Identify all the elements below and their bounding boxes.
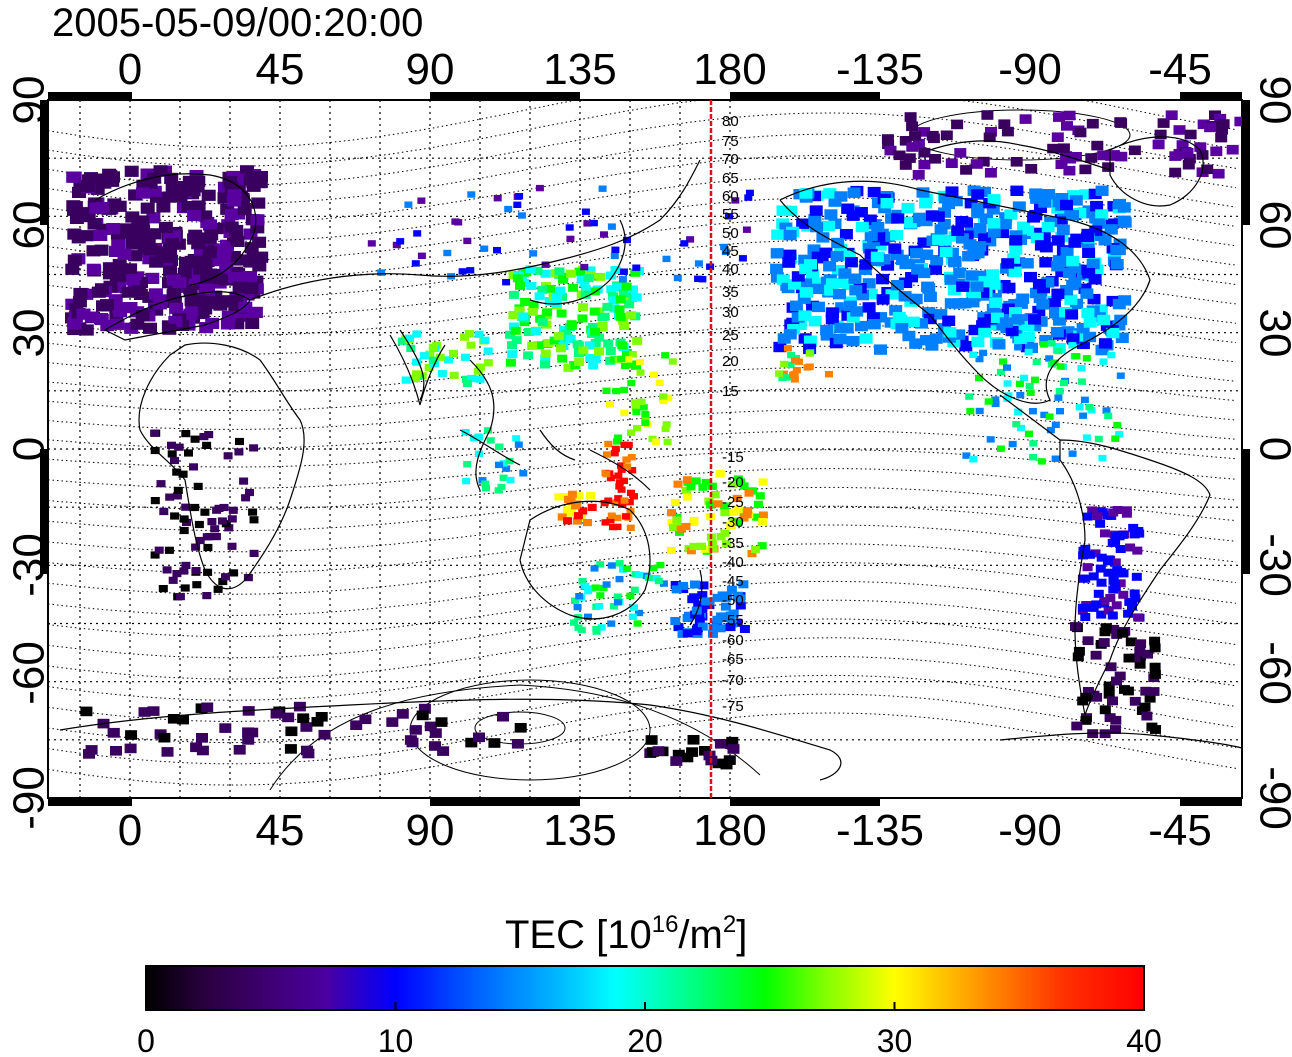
- right-tick-label: 90: [1250, 76, 1292, 125]
- left-tick-label: -30: [5, 533, 54, 597]
- left-tick-label: -90: [5, 766, 54, 830]
- magnetic-latitude-label: -65: [722, 651, 744, 668]
- magnetic-latitude-label: -55: [722, 612, 744, 629]
- magnetic-latitude-label: -45: [722, 573, 744, 590]
- magnetic-latitude-label: -50: [722, 592, 744, 609]
- magnetic-latitude-label: -60: [722, 632, 744, 649]
- bottom-tick-label: 180: [693, 806, 766, 855]
- colorbar-tick-label: 30: [877, 1023, 913, 1057]
- magnetic-latitude-label: -35: [722, 535, 744, 552]
- magnetic-latitude-label: 80: [722, 113, 739, 130]
- magnetic-latitude-label: 70: [722, 151, 739, 168]
- left-tick-label: 30: [5, 309, 54, 358]
- bottom-tick-label: 45: [256, 806, 305, 855]
- magnetic-latitude-label: 75: [722, 133, 739, 150]
- magnetic-latitude-label: -40: [722, 554, 744, 571]
- colorbar-tick-label: 20: [627, 1023, 663, 1057]
- magnetic-latitude-label: 25: [722, 327, 739, 344]
- top-tick-label: -90: [998, 45, 1062, 94]
- left-latitude-ticks: 90 60 30 0 -30 -60 -90: [5, 76, 54, 830]
- colorbar-tick-label: 0: [137, 1023, 155, 1057]
- magnetic-latitude-label: 30: [722, 304, 739, 321]
- left-tick-label: -60: [5, 641, 54, 705]
- magnetic-latitude-labels: 8075706560555045403530252015-15-20-25-30…: [722, 113, 744, 715]
- left-tick-label: 60: [5, 201, 54, 250]
- frame-tick-bars: [40, 92, 1250, 806]
- colorbar-tick-label: 10: [378, 1023, 414, 1057]
- magnetic-latitude-label: 60: [722, 188, 739, 205]
- right-tick-label: -60: [1250, 641, 1292, 705]
- magnetic-latitude-label: 15: [722, 383, 739, 400]
- map-title: 2005-05-09/00:20:00: [52, 1, 423, 45]
- bottom-tick-label: -45: [1148, 806, 1212, 855]
- coastlines: [59, 136, 1242, 781]
- top-tick-label: -135: [836, 45, 924, 94]
- left-tick-label: 90: [5, 76, 54, 125]
- top-tick-label: 90: [406, 45, 455, 94]
- right-tick-label: 0: [1250, 437, 1292, 461]
- magnetic-latitude-label: 65: [722, 170, 739, 187]
- colorbar-ticks: 0 10 20 30 40: [137, 1002, 1162, 1057]
- magnetic-latitude-label: 55: [722, 206, 739, 223]
- bottom-tick-label: 135: [543, 806, 616, 855]
- colorbar-label: TEC [1016/m2]: [505, 911, 747, 957]
- right-tick-label: 60: [1250, 201, 1292, 250]
- bottom-tick-label: -135: [836, 806, 924, 855]
- colorbar-tick-label: 40: [1126, 1023, 1162, 1057]
- bottom-tick-label: -90: [998, 806, 1062, 855]
- magnetic-latitude-label: 20: [722, 353, 739, 370]
- top-tick-label: -45: [1148, 45, 1212, 94]
- top-tick-label: 180: [693, 45, 766, 94]
- magnetic-latitude-label: -30: [722, 514, 744, 531]
- magnetic-latitude-label: -25: [722, 494, 744, 511]
- right-tick-label: -90: [1250, 766, 1292, 830]
- right-tick-label: -30: [1250, 533, 1292, 597]
- right-latitude-ticks: 90 60 30 0 -30 -60 -90: [1250, 76, 1292, 830]
- magnetic-latitude-label: -70: [722, 672, 744, 689]
- bottom-tick-label: 0: [118, 806, 142, 855]
- top-tick-label: 0: [118, 45, 142, 94]
- magnetic-latitude-label: 50: [722, 225, 739, 242]
- top-tick-label: 135: [543, 45, 616, 94]
- top-tick-label: 45: [256, 45, 305, 94]
- bottom-longitude-ticks: 0 45 90 135 180 -135 -90 -45: [118, 806, 1212, 855]
- magnetic-latitude-label: 40: [722, 261, 739, 278]
- magnetic-latitude-label: -20: [722, 474, 744, 491]
- magnetic-latitude-label: -15: [722, 449, 744, 466]
- magnetic-latitude-label: 35: [722, 284, 739, 301]
- magnetic-latitude-label: -75: [722, 698, 744, 715]
- bottom-tick-label: 90: [406, 806, 455, 855]
- right-tick-label: 30: [1250, 309, 1292, 358]
- magnetic-latitude-label: 45: [722, 243, 739, 260]
- tec-data-layer: [65, 110, 1242, 770]
- top-longitude-ticks: 0 45 90 135 180 -135 -90 -45: [118, 45, 1212, 94]
- left-tick-label: 0: [5, 437, 54, 461]
